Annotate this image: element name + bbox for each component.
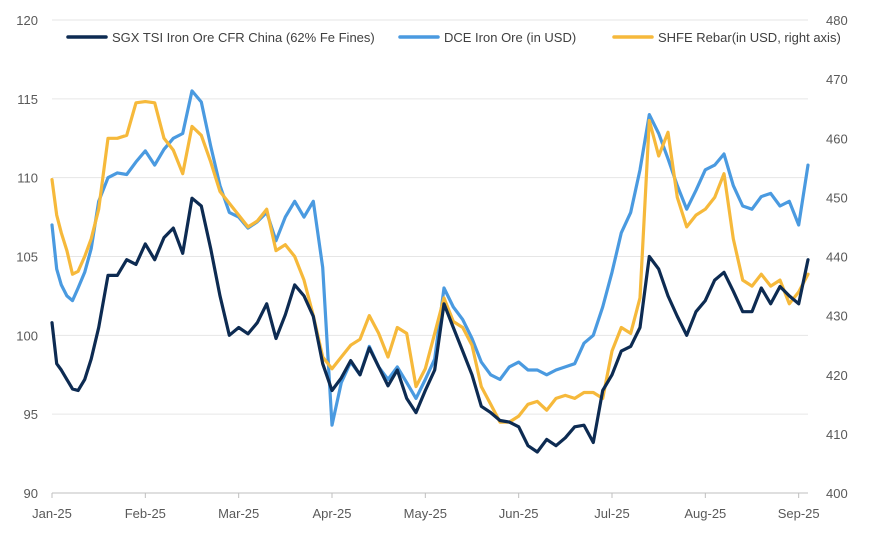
legend: SGX TSI Iron Ore CFR China (62% Fe Fines… <box>66 30 841 45</box>
x-tick-label: Feb-25 <box>125 506 166 521</box>
x-tick-label: Mar-25 <box>218 506 259 521</box>
x-tick-label: Aug-25 <box>684 506 726 521</box>
y-left-tick-label: 95 <box>24 407 38 422</box>
x-axis: Jan-25 Feb-25 Mar-25 Apr-25 May-25 Jun-25 Jul-… <box>32 492 820 521</box>
y-right-tick-label: 460 <box>826 131 848 146</box>
legend-item: SGX TSI Iron Ore CFR China (62% Fe Fines… <box>66 30 375 45</box>
y-left-tick-label: 105 <box>16 250 38 265</box>
y-right-tick-label: 420 <box>826 368 848 383</box>
y-left-tick-label: 100 <box>16 328 38 343</box>
y-axis-right: 400 410 420 430 440 450 460 470 480 <box>826 13 848 501</box>
legend-item: SHFE Rebar(in USD, right axis) <box>612 30 841 45</box>
y-right-tick-label: 440 <box>826 250 848 265</box>
x-tick-label: Jan-25 <box>32 506 72 521</box>
y-right-tick-label: 400 <box>826 486 848 501</box>
series-line-shfe-rebar <box>50 99 810 424</box>
legend-label: SGX TSI Iron Ore CFR China (62% Fe Fines… <box>112 30 375 45</box>
y-left-tick-label: 120 <box>16 13 38 28</box>
y-left-tick-label: 110 <box>17 171 38 186</box>
x-tick-label: Apr-25 <box>312 506 351 521</box>
x-tick-label: Sep-25 <box>778 506 820 521</box>
series-line-sgx-tsi-iron-ore-cfr-china <box>50 196 810 454</box>
y-axis-left: 90 95 100 105 110 115 120 <box>16 13 38 501</box>
x-tick-label: Jul-25 <box>594 506 629 521</box>
y-right-tick-label: 470 <box>826 72 848 87</box>
series-lines <box>50 89 810 454</box>
y-right-tick-label: 430 <box>826 309 848 324</box>
x-tick-label: May-25 <box>404 506 447 521</box>
legend-label: SHFE Rebar(in USD, right axis) <box>658 30 841 45</box>
x-tick-label: Jun-25 <box>499 506 539 521</box>
series-line-dce-iron-ore <box>50 89 810 427</box>
legend-item: DCE Iron Ore (in USD) <box>398 30 576 45</box>
gridlines <box>52 19 808 415</box>
y-right-tick-label: 480 <box>826 13 848 28</box>
y-right-tick-label: 450 <box>826 190 848 205</box>
legend-label: DCE Iron Ore (in USD) <box>444 30 576 45</box>
y-left-tick-label: 115 <box>17 92 38 107</box>
y-right-tick-label: 410 <box>826 427 848 442</box>
y-left-tick-label: 90 <box>24 486 38 501</box>
